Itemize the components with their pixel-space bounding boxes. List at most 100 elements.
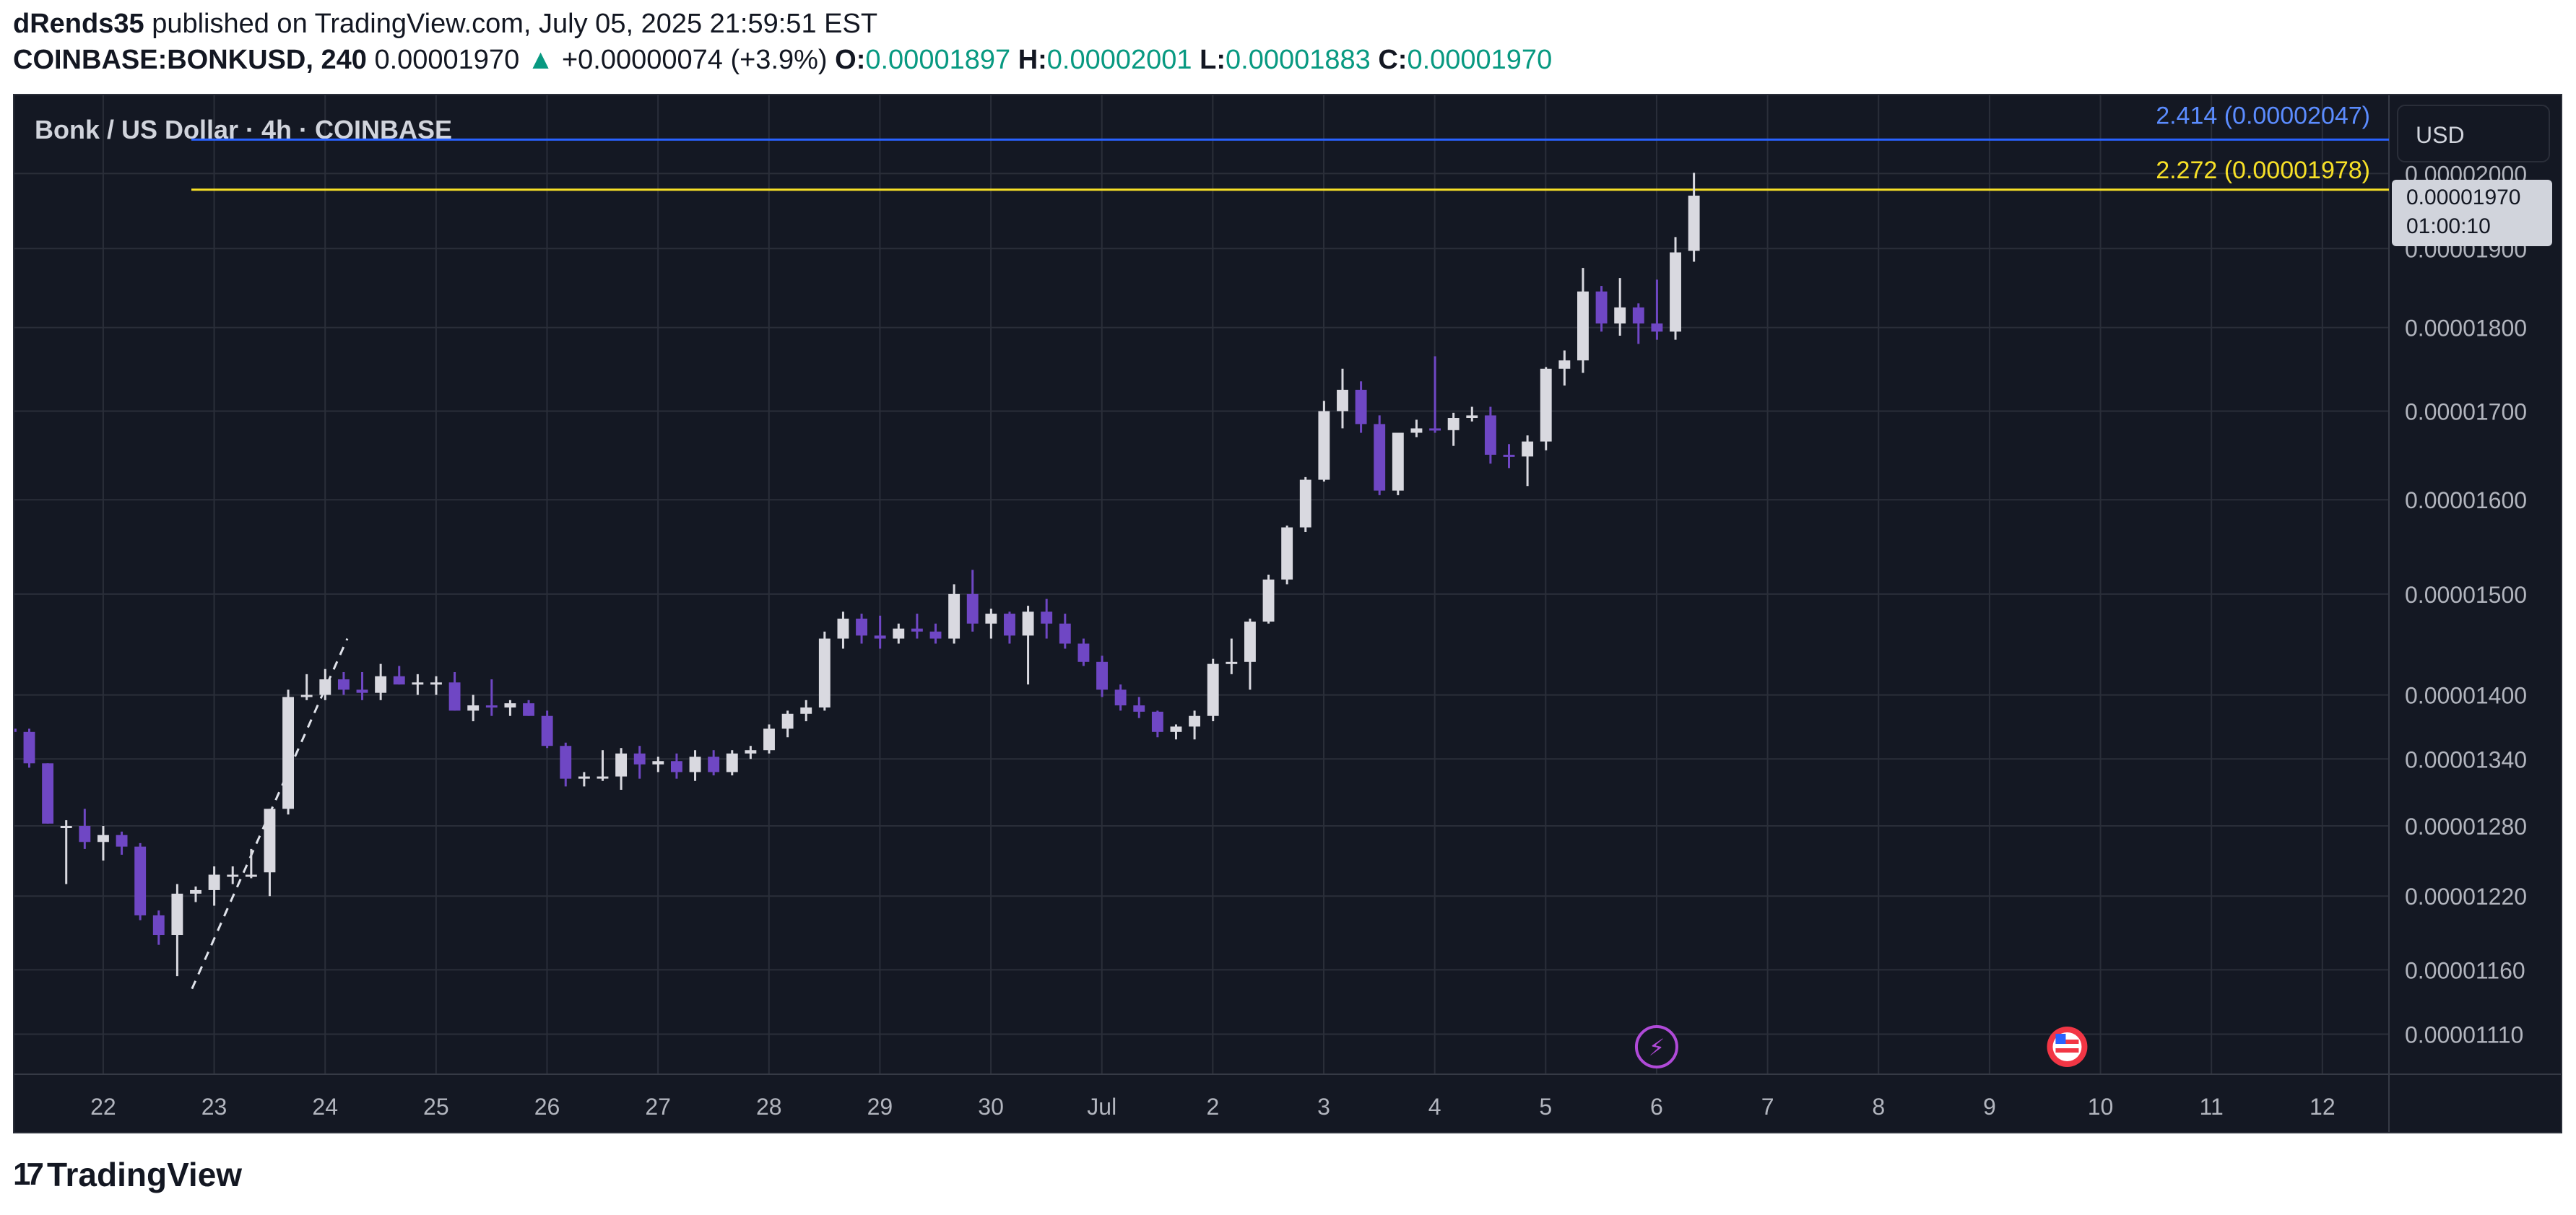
candle-body (1096, 661, 1108, 690)
tradingview-logo[interactable]: 17 TradingView (13, 1155, 242, 1194)
candle-body (1337, 389, 1348, 411)
candle-body (615, 753, 628, 777)
candle-body (1041, 611, 1053, 624)
candle-body (1189, 715, 1201, 727)
y-tick-label: 0.00001160 (2405, 957, 2525, 983)
currency-button[interactable] (2397, 105, 2550, 162)
bar-countdown-label: 01:00:10 (2406, 214, 2491, 238)
x-tick-label: 29 (867, 1094, 893, 1120)
x-tick-label: 24 (312, 1094, 338, 1120)
candle-body (23, 731, 35, 764)
candle-body (1614, 307, 1626, 324)
candle-body (1558, 360, 1571, 369)
candle-body (1503, 454, 1515, 457)
candlestick-chart[interactable]: 0.000020000.000019000.000018000.00001700… (14, 95, 2561, 1132)
candle-body (929, 631, 942, 639)
candle-body (1595, 291, 1608, 324)
candle-body (227, 874, 239, 877)
candle-body (1374, 424, 1386, 491)
x-tick-label: 8 (1872, 1094, 1885, 1120)
x-tick-label: 3 (1317, 1094, 1330, 1120)
candle-body (264, 809, 276, 873)
candle-body (1262, 579, 1275, 622)
candle-body (1429, 428, 1441, 431)
candle-body (726, 753, 738, 772)
candle-body (1540, 368, 1552, 442)
earnings-event-marker[interactable] (1634, 1025, 1678, 1068)
low-value: 0.00001883 (1226, 45, 1371, 75)
candle-body (134, 846, 147, 915)
x-tick-label: 10 (2088, 1094, 2114, 1120)
y-tick-label: 0.00001400 (2405, 683, 2527, 709)
candle-body (523, 703, 534, 716)
candle-body (1022, 611, 1034, 636)
candle-body (781, 713, 794, 729)
candle-body (337, 679, 350, 690)
x-tick-label: Jul (1087, 1094, 1116, 1120)
x-tick-label: 25 (423, 1094, 449, 1120)
candle-body (1577, 291, 1589, 361)
high-value: 0.00002001 (1046, 45, 1192, 75)
x-tick-label: 5 (1539, 1094, 1552, 1120)
candle-body (1688, 196, 1700, 251)
candle-body (818, 638, 831, 707)
candle-body (42, 763, 54, 824)
last-price: 0.00001970 (374, 45, 520, 75)
x-tick-label: 30 (978, 1094, 1004, 1120)
candle-body (375, 676, 387, 693)
fib-level-label: 2.414 (0.00002047) (2156, 102, 2370, 129)
candle-body (1651, 323, 1663, 332)
candle-body (1133, 705, 1145, 712)
x-tick-label: 23 (201, 1094, 227, 1120)
price-change: +0.00000074 (+3.9%) (561, 45, 828, 75)
candle-body (97, 835, 109, 842)
candle-body (597, 776, 609, 779)
candle-body (1522, 441, 1534, 457)
change-arrow-icon: ▲ (526, 45, 555, 75)
candle-body (1151, 711, 1163, 732)
candle-body (1059, 623, 1071, 644)
candle-body (1004, 614, 1015, 636)
fib-level-label: 2.272 (0.00001978) (2156, 157, 2370, 184)
last-price-label: 0.00001970 (2406, 186, 2521, 209)
candle-body (1299, 479, 1311, 528)
candle-body (1632, 307, 1644, 324)
low-label: L: (1200, 45, 1226, 75)
candle-body (670, 761, 682, 772)
y-tick-label: 0.00001500 (2405, 582, 2527, 608)
us-flag-stripe (2055, 1040, 2079, 1044)
candle-body (319, 679, 331, 695)
candle-body (1670, 252, 1681, 332)
author-name[interactable]: dRends35 (13, 9, 144, 39)
candle-body (1207, 663, 1219, 716)
candle-body (1447, 418, 1460, 430)
y-tick-label: 0.00001280 (2405, 814, 2527, 840)
y-tick-label: 0.00001800 (2405, 315, 2527, 341)
candle-body (633, 753, 646, 765)
candle-body (1355, 389, 1367, 424)
candle-body (966, 593, 979, 624)
us-flag-canton (2055, 1034, 2066, 1044)
candle-body (837, 618, 849, 639)
candle-body (282, 697, 295, 809)
candle-body (652, 761, 664, 765)
open-value: 0.00001897 (865, 45, 1011, 75)
candle-body (541, 715, 553, 746)
y-tick-label: 0.00001110 (2405, 1022, 2523, 1048)
candle-body (893, 628, 905, 639)
candle-body (874, 635, 886, 639)
candle-body (152, 915, 165, 936)
candle-body (578, 776, 590, 779)
publish-info: dRends35 published on TradingView.com, J… (13, 9, 877, 40)
x-tick-label: 9 (1983, 1094, 1996, 1120)
candle-body (985, 614, 997, 624)
candle-body (1281, 527, 1293, 580)
candle-body (1410, 428, 1423, 433)
chart-panel[interactable]: 0.00002000 0.00001900 0.00001800 0.00001700… (13, 94, 2562, 1133)
candle-body (745, 750, 757, 754)
y-tick-label: 0.00001340 (2405, 746, 2527, 772)
candle-body (800, 707, 812, 714)
high-label: H: (1018, 45, 1047, 75)
x-tick-label: 27 (645, 1094, 671, 1120)
y-tick-label: 0.00001220 (2405, 884, 2527, 910)
